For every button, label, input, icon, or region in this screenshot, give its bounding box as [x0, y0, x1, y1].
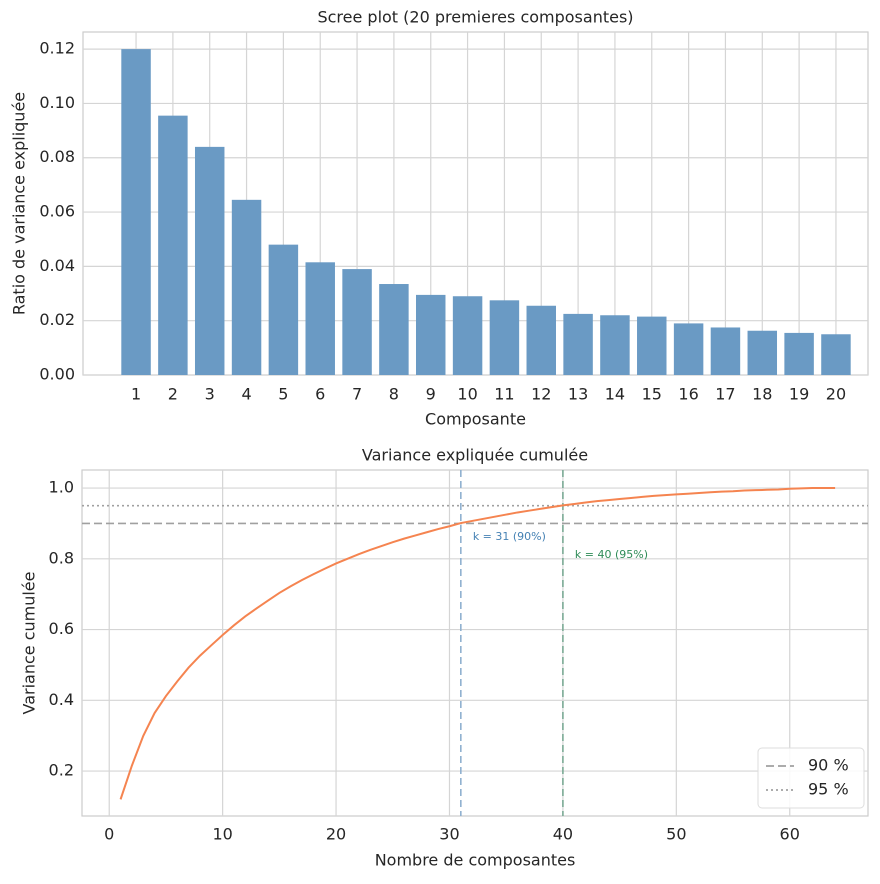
- plot-area: [81, 469, 869, 817]
- x-tick-label: 9: [426, 385, 436, 404]
- bar: [194, 146, 225, 375]
- x-tick-label: 8: [389, 385, 399, 404]
- legend-label: 95 %: [808, 780, 849, 799]
- bar: [268, 244, 299, 375]
- x-tick-label: 10: [457, 385, 477, 404]
- bar: [452, 296, 483, 375]
- line: [119, 487, 836, 800]
- x-tick-label: 10: [212, 825, 232, 844]
- x-tick-label: 60: [780, 825, 800, 844]
- legend: [757, 747, 865, 809]
- x-tick-label: 20: [326, 825, 346, 844]
- bar: [489, 300, 520, 375]
- y-tick-label: 0.12: [39, 39, 75, 58]
- x-axis-label: Nombre de composantes: [375, 851, 576, 870]
- bar: [600, 315, 630, 375]
- bar: [158, 115, 188, 375]
- bar: [563, 313, 593, 375]
- x-tick-label: 7: [352, 385, 362, 404]
- y-tick-label: 0.8: [49, 548, 74, 567]
- x-axis-label: Composante: [425, 410, 526, 429]
- bar: [673, 323, 704, 375]
- y-tick-label: 0.2: [49, 761, 74, 780]
- x-tick-label: 1: [131, 385, 141, 404]
- x-tick-label: 50: [666, 825, 686, 844]
- bar: [526, 305, 556, 375]
- x-tick-label: 12: [531, 385, 551, 404]
- y-tick-label: 0.04: [39, 256, 75, 275]
- y-tick-label: 0.10: [39, 93, 75, 112]
- bar: [784, 332, 814, 375]
- threshold-label: k = 31 (90%): [473, 530, 546, 543]
- bar: [379, 284, 409, 375]
- y-tick-label: 0.6: [49, 619, 74, 638]
- bar: [305, 262, 335, 375]
- chart-title: Scree plot (20 premieres composantes): [317, 8, 633, 27]
- bar: [231, 199, 262, 375]
- x-tick-label: 2: [168, 385, 178, 404]
- bar: [121, 49, 151, 376]
- chart-title: Variance expliquée cumulée: [362, 446, 588, 465]
- x-tick-label: 20: [826, 385, 846, 404]
- threshold-label: k = 40 (95%): [575, 548, 648, 561]
- bar: [416, 294, 446, 375]
- y-axis-label: Ratio de variance expliquée: [10, 92, 29, 315]
- x-tick-label: 16: [678, 385, 698, 404]
- y-tick-label: 0.00: [39, 365, 75, 384]
- bar: [637, 316, 667, 375]
- x-tick-label: 5: [278, 385, 288, 404]
- x-tick-label: 11: [494, 385, 514, 404]
- x-tick-label: 0: [104, 825, 114, 844]
- x-tick-label: 3: [205, 385, 215, 404]
- x-tick-label: 30: [439, 825, 459, 844]
- x-tick-label: 40: [553, 825, 573, 844]
- x-tick-label: 13: [568, 385, 588, 404]
- x-tick-label: 4: [241, 385, 251, 404]
- bar: [342, 269, 372, 375]
- x-tick-label: 19: [789, 385, 809, 404]
- legend-label: 90 %: [808, 756, 849, 775]
- y-axis-label: Variance cumulée: [20, 572, 39, 715]
- y-tick-label: 0.02: [39, 310, 75, 329]
- bar: [710, 327, 741, 375]
- y-tick-label: 0.06: [39, 202, 75, 221]
- bar: [821, 334, 851, 375]
- y-tick-label: 1.0: [49, 478, 74, 497]
- x-tick-label: 18: [752, 385, 772, 404]
- bar: [747, 330, 778, 375]
- x-tick-label: 6: [315, 385, 325, 404]
- x-tick-label: 15: [642, 385, 662, 404]
- y-tick-label: 0.4: [49, 690, 74, 709]
- y-tick-label: 0.08: [39, 147, 75, 166]
- x-tick-label: 17: [715, 385, 735, 404]
- x-tick-label: 14: [605, 385, 625, 404]
